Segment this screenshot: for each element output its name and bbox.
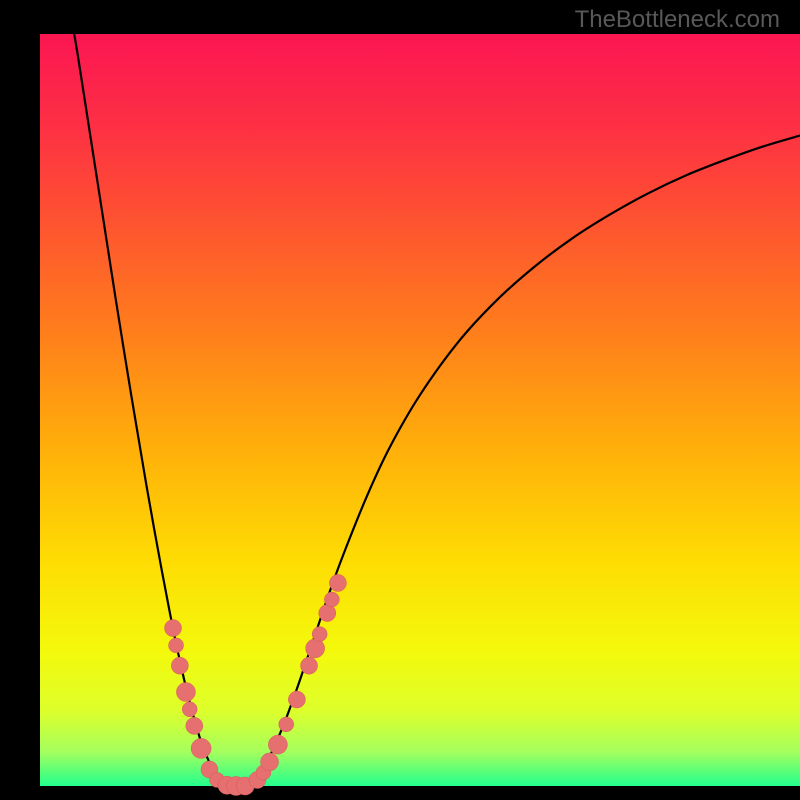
attribution-watermark: TheBottleneck.com bbox=[575, 6, 780, 34]
plot-gradient-area bbox=[40, 34, 800, 786]
chart-stage: TheBottleneck.com bbox=[0, 0, 800, 800]
